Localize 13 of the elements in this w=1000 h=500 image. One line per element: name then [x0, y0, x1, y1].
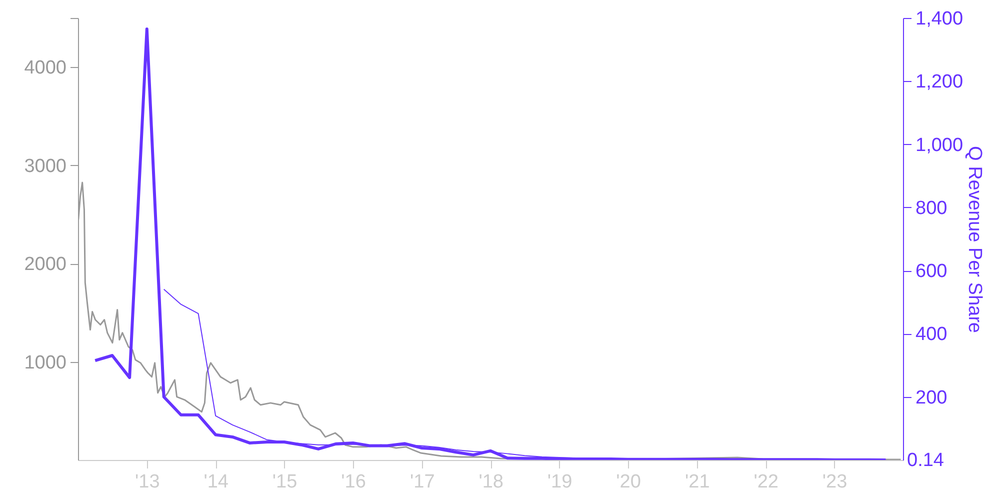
y2-tick-label: 800 [916, 198, 948, 219]
y2-tick-label: 600 [916, 261, 948, 282]
y-tick-label: 2000 [24, 254, 66, 276]
y2-tick-label: 200 [916, 387, 948, 408]
y-tick-label: 1000 [24, 352, 66, 374]
y2-tick-label: 1,000 [916, 134, 964, 156]
y2-tick-label: 1,200 [916, 72, 964, 93]
y2-axis-title: Q Revenue Per Share [964, 146, 986, 333]
y-tick-label: 4000 [24, 58, 66, 79]
y-tick-label: 3000 [24, 156, 66, 177]
y2-tick-label: 1,400 [916, 8, 964, 30]
y2-tick-label: 400 [916, 324, 948, 346]
data-label: 0.14 [907, 450, 944, 471]
